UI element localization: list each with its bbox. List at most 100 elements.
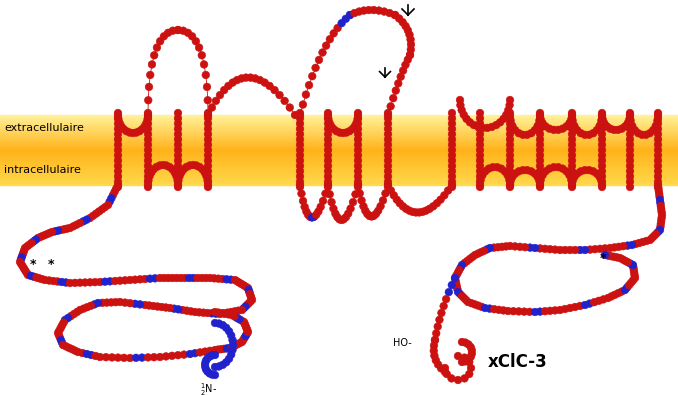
Circle shape bbox=[626, 111, 634, 119]
Circle shape bbox=[94, 299, 102, 307]
Circle shape bbox=[73, 308, 81, 316]
Circle shape bbox=[308, 214, 316, 221]
Circle shape bbox=[245, 288, 253, 296]
Circle shape bbox=[92, 210, 100, 218]
Circle shape bbox=[534, 122, 542, 130]
Circle shape bbox=[39, 232, 47, 240]
Circle shape bbox=[113, 184, 120, 192]
Circle shape bbox=[156, 274, 164, 282]
Circle shape bbox=[206, 353, 214, 360]
Circle shape bbox=[144, 141, 152, 149]
Circle shape bbox=[626, 178, 634, 186]
Circle shape bbox=[174, 141, 182, 149]
Circle shape bbox=[567, 176, 575, 184]
Circle shape bbox=[210, 275, 218, 282]
Circle shape bbox=[52, 228, 59, 235]
Circle shape bbox=[626, 152, 634, 159]
Circle shape bbox=[604, 252, 612, 260]
Circle shape bbox=[384, 183, 392, 191]
Circle shape bbox=[49, 277, 57, 285]
Circle shape bbox=[339, 129, 347, 137]
Circle shape bbox=[184, 29, 192, 37]
Circle shape bbox=[626, 130, 634, 138]
Circle shape bbox=[23, 269, 31, 276]
Circle shape bbox=[536, 141, 544, 149]
Circle shape bbox=[360, 7, 367, 14]
Circle shape bbox=[643, 237, 650, 245]
Circle shape bbox=[454, 286, 461, 293]
Circle shape bbox=[626, 120, 634, 127]
Circle shape bbox=[626, 115, 634, 122]
Circle shape bbox=[103, 299, 111, 307]
Circle shape bbox=[136, 128, 143, 135]
Circle shape bbox=[654, 146, 662, 154]
Circle shape bbox=[598, 167, 606, 175]
Circle shape bbox=[246, 290, 254, 298]
Circle shape bbox=[476, 181, 484, 189]
Circle shape bbox=[448, 162, 456, 170]
Circle shape bbox=[66, 224, 74, 232]
Circle shape bbox=[476, 162, 484, 170]
Circle shape bbox=[354, 115, 362, 122]
Circle shape bbox=[34, 234, 42, 242]
Text: xClC-3: xClC-3 bbox=[488, 353, 548, 371]
Circle shape bbox=[238, 317, 245, 324]
Circle shape bbox=[173, 274, 180, 282]
Circle shape bbox=[219, 275, 226, 283]
Circle shape bbox=[384, 111, 392, 119]
Circle shape bbox=[506, 102, 513, 109]
Circle shape bbox=[174, 162, 182, 170]
Circle shape bbox=[536, 135, 544, 143]
Circle shape bbox=[235, 307, 242, 314]
Circle shape bbox=[462, 115, 471, 123]
Circle shape bbox=[338, 19, 345, 27]
Circle shape bbox=[598, 135, 606, 143]
Circle shape bbox=[631, 269, 638, 276]
Circle shape bbox=[247, 292, 254, 300]
Circle shape bbox=[114, 115, 122, 122]
Circle shape bbox=[201, 348, 209, 356]
Circle shape bbox=[367, 213, 376, 220]
Circle shape bbox=[64, 314, 72, 322]
Circle shape bbox=[187, 308, 195, 315]
Circle shape bbox=[422, 207, 430, 214]
Circle shape bbox=[229, 341, 237, 349]
Circle shape bbox=[144, 178, 152, 186]
Circle shape bbox=[112, 298, 119, 306]
Circle shape bbox=[204, 96, 212, 104]
Circle shape bbox=[626, 173, 634, 180]
Circle shape bbox=[399, 203, 407, 210]
Circle shape bbox=[476, 120, 484, 127]
Circle shape bbox=[654, 111, 662, 119]
Circle shape bbox=[68, 345, 76, 353]
Circle shape bbox=[648, 234, 656, 242]
Circle shape bbox=[586, 300, 593, 307]
Circle shape bbox=[443, 370, 451, 378]
Circle shape bbox=[375, 7, 382, 14]
Circle shape bbox=[296, 178, 304, 186]
Circle shape bbox=[354, 181, 362, 189]
Circle shape bbox=[462, 339, 469, 346]
Circle shape bbox=[324, 125, 332, 133]
Circle shape bbox=[607, 293, 615, 300]
Circle shape bbox=[614, 290, 622, 297]
Circle shape bbox=[546, 307, 554, 314]
Circle shape bbox=[108, 194, 115, 202]
Circle shape bbox=[481, 167, 489, 175]
Circle shape bbox=[555, 164, 562, 171]
Circle shape bbox=[144, 181, 152, 189]
Circle shape bbox=[177, 274, 184, 282]
Circle shape bbox=[601, 119, 608, 127]
Circle shape bbox=[145, 302, 153, 309]
Circle shape bbox=[610, 253, 618, 261]
Circle shape bbox=[324, 152, 332, 159]
Circle shape bbox=[620, 243, 627, 250]
Circle shape bbox=[114, 181, 122, 189]
Circle shape bbox=[476, 152, 484, 159]
Circle shape bbox=[334, 24, 342, 32]
Circle shape bbox=[519, 131, 527, 139]
Circle shape bbox=[114, 157, 122, 164]
Circle shape bbox=[204, 115, 212, 122]
Circle shape bbox=[144, 96, 152, 104]
Circle shape bbox=[233, 314, 241, 322]
